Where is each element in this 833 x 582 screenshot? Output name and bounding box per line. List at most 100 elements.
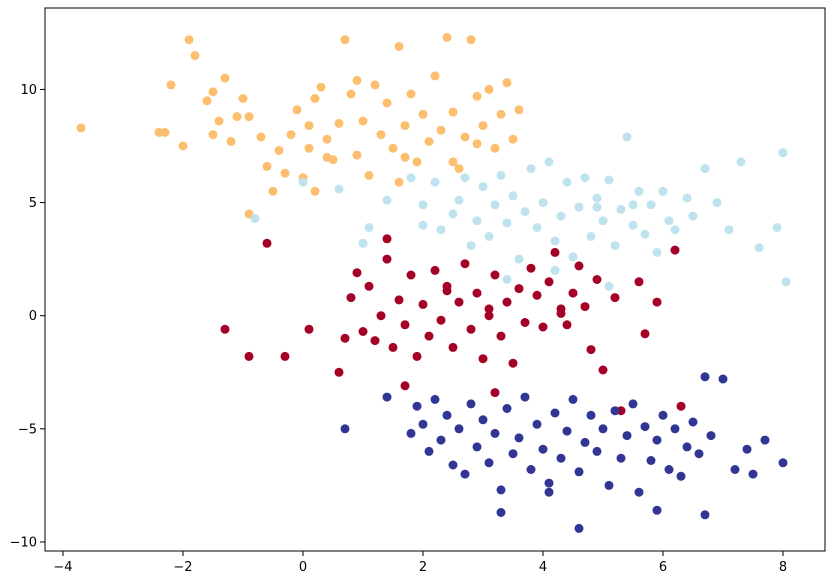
data-point (418, 299, 428, 309)
data-point (526, 263, 536, 273)
data-point (700, 510, 710, 520)
data-point (778, 148, 788, 158)
data-point (472, 216, 482, 226)
data-point (274, 146, 284, 155)
data-point (292, 105, 302, 115)
data-point (370, 336, 380, 346)
data-point (730, 465, 740, 474)
data-point (448, 157, 458, 167)
data-point (460, 259, 470, 269)
data-point (418, 200, 428, 210)
data-point (544, 487, 554, 497)
data-point (616, 204, 626, 214)
data-point (454, 297, 464, 307)
data-point (262, 161, 272, 171)
data-point (280, 351, 290, 361)
data-point (574, 523, 584, 533)
data-point (736, 157, 746, 167)
data-point (538, 198, 548, 208)
data-point (760, 435, 770, 445)
data-point (466, 241, 476, 251)
data-point (670, 424, 680, 434)
data-point (748, 469, 758, 479)
data-point (298, 177, 308, 187)
data-point (490, 428, 500, 438)
data-point (502, 275, 512, 284)
data-point (478, 354, 488, 364)
data-point (676, 401, 686, 411)
y-axis: −10 −5 0 5 10 (10, 83, 45, 550)
x-axis: −4 −2 0 2 4 6 8 (53, 551, 787, 575)
data-point (676, 471, 686, 481)
data-point (700, 164, 710, 174)
data-point (574, 202, 584, 212)
data-point (388, 143, 398, 153)
data-point (490, 143, 500, 153)
data-point (160, 127, 170, 137)
data-point (646, 456, 656, 465)
data-point (526, 465, 536, 474)
data-point (436, 435, 446, 445)
data-point (538, 444, 548, 454)
data-point (502, 404, 512, 413)
data-point (778, 458, 788, 468)
data-point (628, 200, 638, 210)
data-point (448, 460, 458, 470)
data-point (244, 112, 254, 122)
data-point (580, 302, 590, 312)
data-point (574, 467, 584, 477)
data-point (346, 89, 356, 99)
data-point (472, 442, 482, 452)
x-tick-label: 6 (659, 560, 667, 575)
data-point (532, 290, 542, 300)
data-point (628, 399, 638, 409)
data-point (76, 123, 86, 133)
data-point (340, 424, 350, 434)
data-point (514, 254, 524, 264)
data-point (604, 281, 614, 291)
data-point (484, 232, 494, 241)
data-point (352, 150, 362, 160)
data-point (184, 35, 194, 45)
data-point (286, 130, 296, 140)
data-point (190, 51, 200, 60)
data-point (550, 265, 560, 275)
data-point (550, 236, 560, 246)
data-point (418, 109, 428, 119)
data-point (424, 137, 434, 146)
data-point (634, 277, 644, 287)
data-point (376, 311, 386, 321)
data-point (478, 182, 488, 192)
data-point (550, 247, 560, 257)
data-point (634, 186, 644, 196)
x-tick-label: 4 (539, 560, 547, 575)
data-point (250, 213, 260, 223)
data-point (490, 388, 500, 398)
y-tick-label: 5 (29, 196, 37, 211)
data-point (520, 318, 530, 327)
data-point (382, 98, 392, 108)
data-point (280, 168, 290, 178)
data-point (460, 132, 470, 142)
data-point (544, 277, 554, 287)
data-point (718, 374, 728, 384)
data-point (496, 485, 506, 495)
data-point (682, 193, 692, 203)
data-point (460, 173, 470, 183)
data-point (220, 324, 230, 334)
data-point (556, 304, 566, 314)
data-point (334, 367, 344, 377)
data-point (382, 195, 392, 205)
data-point (658, 410, 668, 420)
data-point (592, 193, 602, 203)
data-point (364, 281, 374, 291)
data-point (478, 121, 488, 131)
data-point (502, 78, 512, 88)
data-point (532, 223, 542, 232)
data-point (202, 96, 212, 106)
data-point (442, 286, 452, 296)
data-point (664, 465, 674, 474)
y-tick-label: −5 (18, 422, 37, 437)
data-point (478, 415, 488, 425)
